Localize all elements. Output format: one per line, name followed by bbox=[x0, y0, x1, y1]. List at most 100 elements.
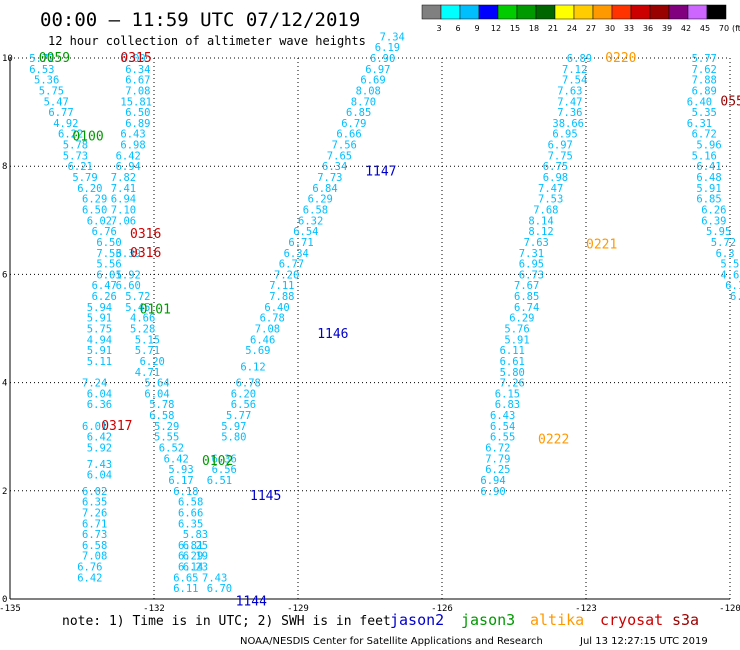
colorbar-swatch bbox=[611, 4, 632, 20]
wave-height-value: 6.79 bbox=[341, 118, 366, 130]
wave-height-value: 5.72 bbox=[711, 237, 736, 249]
wave-height-value: 6.74 bbox=[514, 302, 539, 314]
pass-time-label: 0221 bbox=[586, 238, 617, 253]
chart-subtitle: 12 hour collection of altimeter wave hei… bbox=[48, 34, 366, 48]
wave-height-value: 6.20 bbox=[77, 183, 102, 195]
wave-height-value: 6.3 bbox=[716, 248, 735, 260]
wave-height-value: 6.17 bbox=[168, 475, 193, 487]
wave-height-value: 6.95 bbox=[552, 129, 577, 141]
wave-height-value: 8.08 bbox=[356, 85, 381, 97]
wave-height-value: 6.95 bbox=[519, 259, 544, 271]
colorbar-label: 24 bbox=[567, 24, 577, 33]
wave-height-value: 5.79 bbox=[72, 172, 97, 184]
colorbar-swatch bbox=[497, 4, 518, 20]
wave-height-value: 7.24 bbox=[82, 378, 107, 390]
wave-height-value: 7.53 bbox=[538, 194, 563, 206]
wave-height-value: 7.08 bbox=[125, 85, 150, 97]
x-tick-label: -126 bbox=[431, 604, 453, 614]
wave-height-value: 5.5 bbox=[720, 259, 739, 271]
x-tick-label: -123 bbox=[575, 604, 597, 614]
wave-height-value: 4.66 bbox=[130, 313, 155, 325]
wave-height-value: 6.94 bbox=[116, 161, 141, 173]
wave-height-value: 5.91 bbox=[87, 313, 112, 325]
wave-height-value: 5.92 bbox=[87, 443, 112, 455]
wave-height-value: 5.96 bbox=[696, 140, 721, 152]
wave-height-value: 6.36 bbox=[212, 453, 237, 465]
pass-time-label: 0059 bbox=[39, 51, 70, 66]
wave-height-value: 7.47 bbox=[538, 183, 563, 195]
wave-height-value: 6.39 bbox=[701, 215, 726, 227]
wave-height-value: 6.35 bbox=[82, 497, 107, 509]
wave-height-value: 6.32 bbox=[298, 215, 323, 227]
wave-height-value: 5.16 bbox=[692, 150, 717, 162]
wave-height-value: 6.65 bbox=[173, 572, 198, 584]
wave-height-value: 6.42 bbox=[77, 572, 102, 584]
wave-height-value: 6.25 bbox=[485, 464, 510, 476]
wave-height-value: 6.89 bbox=[125, 118, 150, 130]
wave-height-value: 6.71 bbox=[288, 237, 313, 249]
wave-height-value: 5.15 bbox=[135, 334, 160, 346]
satellite-legend-item: altika bbox=[530, 611, 584, 629]
x-tick-label: -129 bbox=[287, 604, 309, 614]
wave-height-value: 6.84 bbox=[312, 183, 337, 195]
colorbar-swatch bbox=[535, 4, 556, 20]
colorbar-swatch bbox=[668, 4, 689, 20]
wave-height-value: 6.14 bbox=[178, 562, 203, 574]
y-tick-label: 10 bbox=[2, 54, 13, 64]
wave-height-value: 5.83 bbox=[183, 529, 208, 541]
wave-height-value: 7.26 bbox=[500, 378, 525, 390]
colorbar-label: 3 bbox=[436, 24, 441, 33]
wave-height-value: 5.36 bbox=[34, 75, 59, 87]
wave-height-value: 7.79 bbox=[485, 453, 510, 465]
pass-time-label: 1144 bbox=[236, 595, 267, 610]
wave-height-value: 6.34 bbox=[125, 64, 150, 76]
wave-height-value: 6.66 bbox=[336, 129, 361, 141]
wave-height-value: 7.65 bbox=[327, 150, 352, 162]
colorbar-swatch bbox=[440, 4, 461, 20]
wave-height-value: 6.02 bbox=[87, 215, 112, 227]
wave-height-value: 7.20 bbox=[274, 269, 299, 281]
wave-height-value: 7.88 bbox=[692, 75, 717, 87]
wave-height-value: 6.42 bbox=[116, 150, 141, 162]
wave-height-value: 6.85 bbox=[346, 107, 371, 119]
colorbar-swatch bbox=[459, 4, 480, 20]
wave-height-value: 6.47 bbox=[92, 280, 117, 292]
wave-height-value: 6.40 bbox=[264, 302, 289, 314]
wave-height-value: 5.80 bbox=[221, 432, 246, 444]
wave-height-value: 5.64 bbox=[144, 378, 169, 390]
wave-height-value: 6.73 bbox=[82, 529, 107, 541]
wave-height-value: 6.97 bbox=[365, 64, 390, 76]
wave-height-value: 6.15 bbox=[495, 388, 520, 400]
wave-height-value: 6.58 bbox=[178, 497, 203, 509]
x-tick-label: -132 bbox=[143, 604, 165, 614]
wave-height-value: 6.67 bbox=[125, 75, 150, 87]
wave-height-value: 5.94 bbox=[87, 302, 112, 314]
colorbar-label: 30 bbox=[605, 24, 615, 33]
wave-height-value: 6.21 bbox=[68, 161, 93, 173]
colorbar-label: 9 bbox=[474, 24, 479, 33]
wave-height-value: 6.94 bbox=[111, 194, 136, 206]
wave-height-value: 6.09 bbox=[120, 53, 145, 65]
wave-height-value: 5.35 bbox=[692, 107, 717, 119]
wave-height-value: 6.70 bbox=[207, 583, 232, 595]
wave-height-value: 7.43 bbox=[87, 459, 112, 471]
wave-height-value: 4.6 bbox=[720, 269, 739, 281]
pass-time-label: 0316 bbox=[130, 246, 161, 261]
wave-height-value: 5.56 bbox=[96, 259, 121, 271]
wave-height-value: 5.72 bbox=[29, 53, 54, 65]
pass-time-label: 0100 bbox=[72, 129, 103, 144]
wave-height-value: 5.73 bbox=[63, 150, 88, 162]
wave-height-value: 6.20 bbox=[231, 388, 256, 400]
wave-height-value: 6.85 bbox=[514, 291, 539, 303]
axis-ticks: -135 -132 -129 -126 -123 -120 0 2 4 6 8 10 bbox=[0, 54, 740, 614]
wave-height-value: 5.77 bbox=[226, 410, 251, 422]
wave-height-value: 6.01 bbox=[82, 421, 107, 433]
wave-height-value: 6.34 bbox=[284, 248, 309, 260]
wave-height-value: 5.78 bbox=[63, 140, 88, 152]
colorbar-swatch bbox=[592, 4, 613, 20]
wave-height-value: 6.56 bbox=[212, 464, 237, 476]
wave-height-value: 6.35 bbox=[178, 518, 203, 530]
wave-height-value: 6.55 bbox=[490, 432, 515, 444]
wave-height-value: 7.12 bbox=[562, 64, 587, 76]
